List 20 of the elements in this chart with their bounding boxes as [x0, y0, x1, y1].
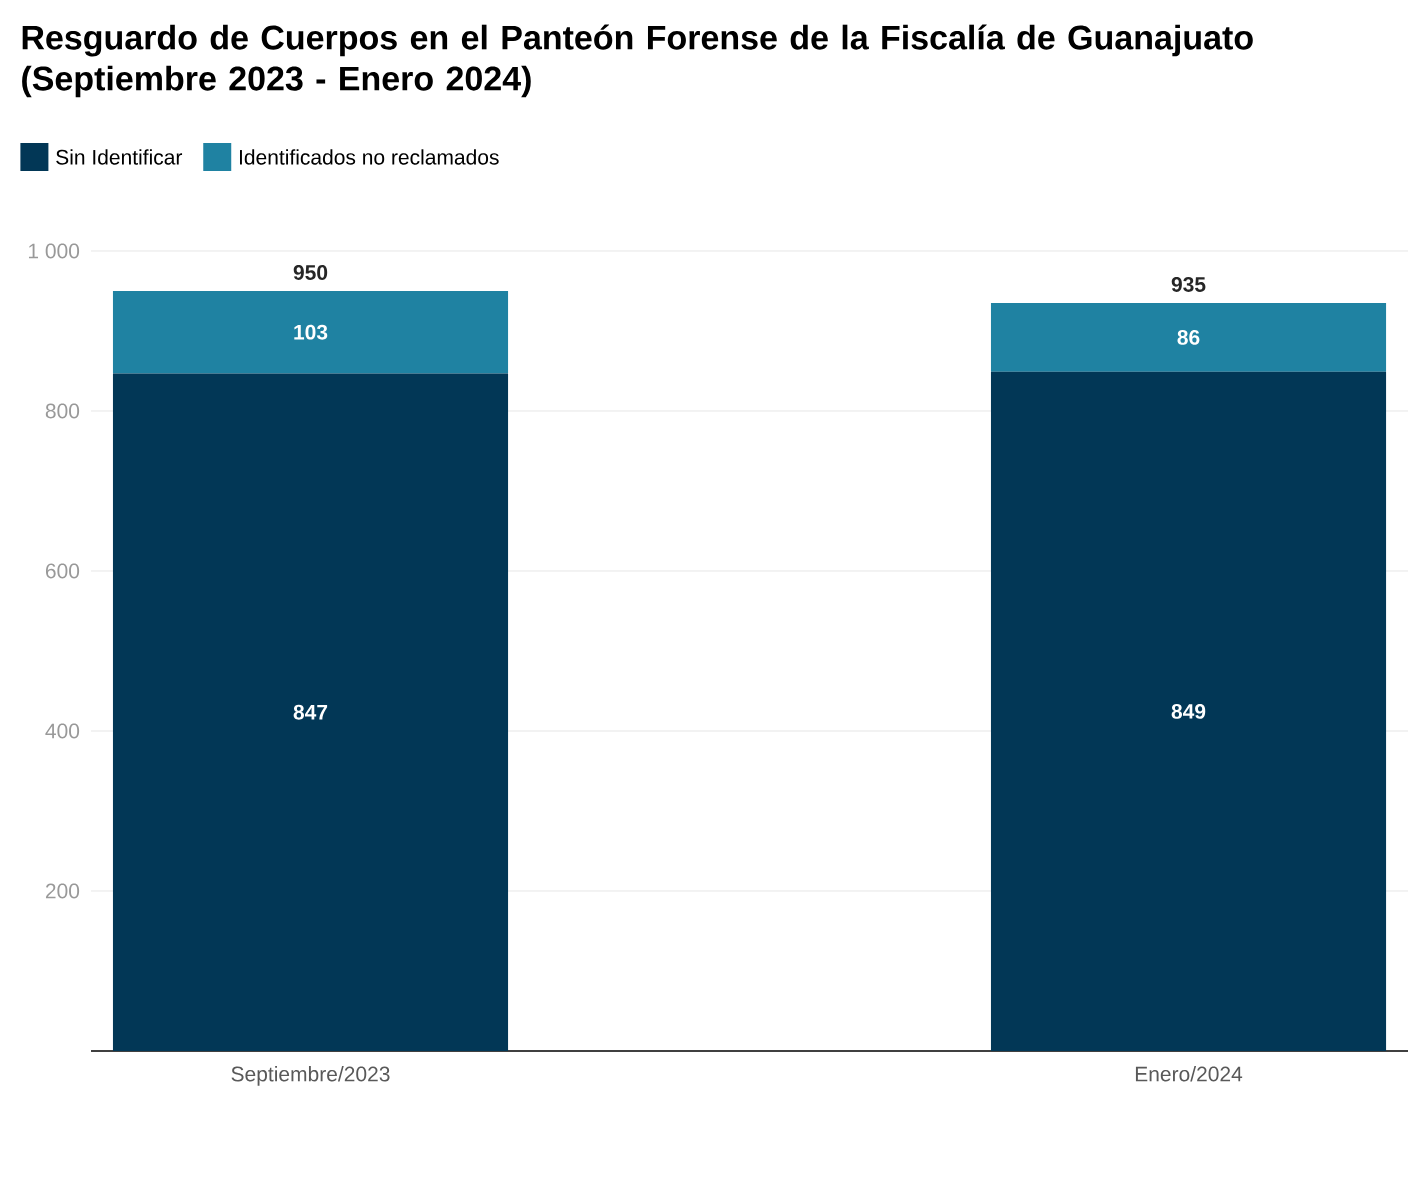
bar [990, 302, 1387, 372]
chart-title: Resguardo de Cuerpos en el Panteón Forense de la Fiscalía de Guanajuato (Septiembre 2023 - Enero 2024) [22, 24, 1253, 98]
bar [990, 371, 1387, 1051]
legend-label: Identificados no reclamados [239, 149, 499, 165]
y-tick-label: 400 [45, 723, 80, 739]
total-label: 950 [293, 265, 328, 280]
bar [112, 373, 509, 1051]
y-tick-label: 200 [45, 883, 80, 899]
data-label: 849 [1171, 703, 1206, 719]
bar [112, 290, 509, 374]
x-tick-label: Enero/2024 [1135, 1066, 1243, 1082]
y-tick-label: 1 000 [28, 243, 80, 259]
data-label: 103 [294, 324, 328, 340]
total-label: 935 [1171, 277, 1206, 292]
data-label: 86 [1177, 329, 1200, 345]
x-tick-label: Septiembre/2023 [231, 1066, 390, 1086]
data-label: 847 [293, 704, 328, 720]
y-tick-label: 600 [45, 563, 80, 579]
y-tick-label: 800 [45, 403, 80, 419]
legend-label: Sin Identificar [56, 149, 183, 165]
